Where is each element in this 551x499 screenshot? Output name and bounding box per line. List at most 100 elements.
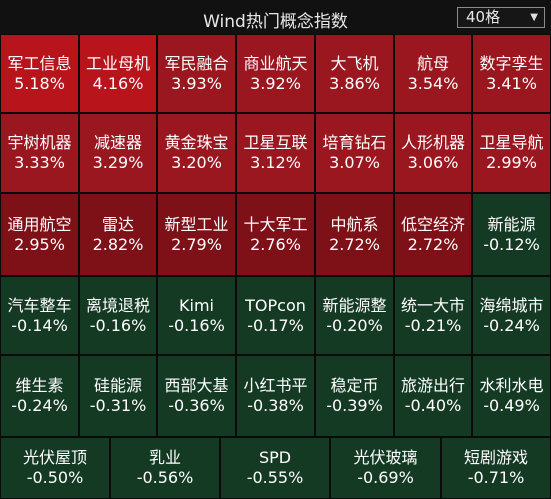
- concept-change: -0.36%: [168, 396, 225, 415]
- concept-tile[interactable]: SPD -0.55%: [221, 438, 329, 498]
- concept-name: 离境退税: [85, 295, 150, 315]
- concept-name: 通用航空: [7, 214, 72, 234]
- concept-tile[interactable]: 工业母机 4.16%: [80, 35, 156, 112]
- concept-change: -0.31%: [89, 396, 147, 415]
- concept-name: 新能源整: [322, 295, 387, 315]
- concept-tile[interactable]: 雷达 2.82%: [80, 194, 156, 275]
- concept-tile[interactable]: 离境退税 -0.16%: [80, 277, 156, 354]
- concept-name: 减速器: [93, 133, 142, 152]
- concept-tile[interactable]: 海绵城市 -0.24%: [473, 277, 550, 354]
- concept-tile[interactable]: 卫星导航 2.99%: [473, 114, 550, 192]
- concept-change: -0.50%: [26, 468, 84, 487]
- concept-tile[interactable]: 宇树机器 3.33%: [1, 114, 78, 192]
- concept-tile[interactable]: 水利水电 -0.49%: [473, 356, 550, 436]
- concept-change: 2.76%: [250, 234, 301, 254]
- concept-name: 新型工业: [164, 214, 229, 234]
- concept-name: 卫星互联: [243, 133, 308, 152]
- page-title: Wind热门概念指数: [203, 12, 348, 32]
- concept-tile[interactable]: 西部大基 -0.36%: [158, 356, 235, 436]
- concept-name: SPD: [258, 448, 292, 467]
- concept-name: 商业航天: [243, 53, 308, 73]
- concept-name: 硅能源: [93, 376, 142, 395]
- concept-name: 十大军工: [243, 214, 308, 234]
- concept-name: 光伏屋顶: [22, 448, 87, 467]
- concept-tile[interactable]: 中航系 2.72%: [316, 194, 393, 275]
- concept-tile[interactable]: 乳业 -0.56%: [111, 438, 219, 498]
- concept-tile[interactable]: 稳定币 -0.39%: [316, 356, 393, 436]
- concept-name: 汽车整车: [7, 295, 72, 315]
- concept-tile[interactable]: 新能源整 -0.20%: [316, 277, 393, 354]
- concept-tile[interactable]: 统一大市 -0.21%: [395, 277, 471, 354]
- concept-tile[interactable]: 航母 3.54%: [395, 35, 471, 112]
- concept-name: 培育钻石: [322, 133, 387, 152]
- concept-tile[interactable]: 培育钻石 3.07%: [316, 114, 393, 192]
- concept-tile[interactable]: 黄金珠宝 3.20%: [158, 114, 235, 192]
- concept-name: 维生素: [15, 376, 64, 395]
- concept-change: -0.16%: [168, 315, 225, 335]
- concept-tile[interactable]: Kimi -0.16%: [158, 277, 235, 354]
- concept-tile[interactable]: 十大军工 2.76%: [237, 194, 314, 275]
- concept-tile[interactable]: 硅能源 -0.31%: [80, 356, 156, 436]
- concept-name: 卫星导航: [479, 133, 544, 152]
- concept-tile[interactable]: 光伏玻璃 -0.69%: [331, 438, 440, 498]
- concept-name: 军工信息: [7, 53, 72, 73]
- concept-name: 中航系: [330, 214, 379, 234]
- concept-tile[interactable]: 军民融合 3.93%: [158, 35, 235, 112]
- concept-change: 3.07%: [329, 153, 380, 172]
- concept-name: Kimi: [179, 295, 214, 315]
- concept-name: 光伏玻璃: [353, 448, 418, 467]
- concept-tile[interactable]: TOPcon -0.17%: [237, 277, 314, 354]
- concept-change: -0.49%: [483, 396, 540, 415]
- grid-count-dropdown[interactable]: 40格 ▼: [457, 7, 545, 28]
- concept-change: 3.20%: [171, 153, 222, 172]
- concept-name: TOPcon: [245, 295, 306, 315]
- concept-name: 大飞机: [330, 53, 379, 73]
- concept-name: 人形机器: [400, 133, 465, 152]
- concept-tile[interactable]: 数字孪生 3.41%: [473, 35, 550, 112]
- concept-change: 3.92%: [250, 73, 301, 93]
- concept-name: 短剧游戏: [463, 448, 528, 467]
- concept-name: 数字孪生: [479, 53, 544, 73]
- concept-tile[interactable]: 短剧游戏 -0.71%: [442, 438, 550, 498]
- concept-change: -0.56%: [136, 468, 194, 487]
- concept-tile[interactable]: 光伏屋顶 -0.50%: [1, 438, 109, 498]
- concept-tile[interactable]: 汽车整车 -0.14%: [1, 277, 78, 354]
- concept-tile[interactable]: 新能源 -0.12%: [473, 194, 550, 275]
- concept-change: 3.33%: [14, 153, 65, 172]
- concept-change: 3.41%: [486, 73, 537, 93]
- concept-name: 低空经济: [400, 214, 465, 234]
- concept-change: 3.29%: [92, 153, 144, 172]
- concept-change: 3.06%: [407, 153, 459, 172]
- concept-change: -0.17%: [247, 315, 304, 335]
- concept-name: 海绵城市: [479, 295, 544, 315]
- concept-tile[interactable]: 新型工业 2.79%: [158, 194, 235, 275]
- concept-tile[interactable]: 低空经济 2.72%: [395, 194, 471, 275]
- concept-tile[interactable]: 军工信息 5.18%: [1, 35, 78, 112]
- concept-change: 4.16%: [92, 73, 144, 93]
- concept-name: 雷达: [101, 214, 134, 234]
- concept-name: 乳业: [148, 448, 181, 467]
- concept-tile[interactable]: 大飞机 3.86%: [316, 35, 393, 112]
- concept-tile[interactable]: 商业航天 3.92%: [237, 35, 314, 112]
- concept-change: -0.39%: [326, 396, 383, 415]
- concept-tile[interactable]: 通用航空 2.95%: [1, 194, 78, 275]
- concept-name: 稳定币: [330, 376, 379, 395]
- concept-change: -0.55%: [246, 468, 304, 487]
- concept-change: 5.18%: [14, 73, 65, 93]
- concept-change: -0.24%: [11, 396, 68, 415]
- grid-count-value: 40格: [466, 8, 501, 26]
- header-bar: Wind热门概念指数 40格 ▼: [0, 0, 551, 34]
- concept-tile[interactable]: 人形机器 3.06%: [395, 114, 471, 192]
- concept-tile[interactable]: 旅游出行 -0.40%: [395, 356, 471, 436]
- concept-change: -0.12%: [483, 234, 540, 254]
- concept-tile[interactable]: 小红书平 -0.38%: [237, 356, 314, 436]
- concept-name: 新能源: [487, 214, 536, 234]
- concept-tile[interactable]: 卫星互联 3.12%: [237, 114, 314, 192]
- concept-change: -0.16%: [89, 315, 147, 335]
- concept-tile[interactable]: 减速器 3.29%: [80, 114, 156, 192]
- concept-change: -0.14%: [11, 315, 68, 335]
- concept-change: -0.69%: [357, 468, 414, 487]
- concept-change: 3.12%: [250, 153, 301, 172]
- concept-tile[interactable]: 维生素 -0.24%: [1, 356, 78, 436]
